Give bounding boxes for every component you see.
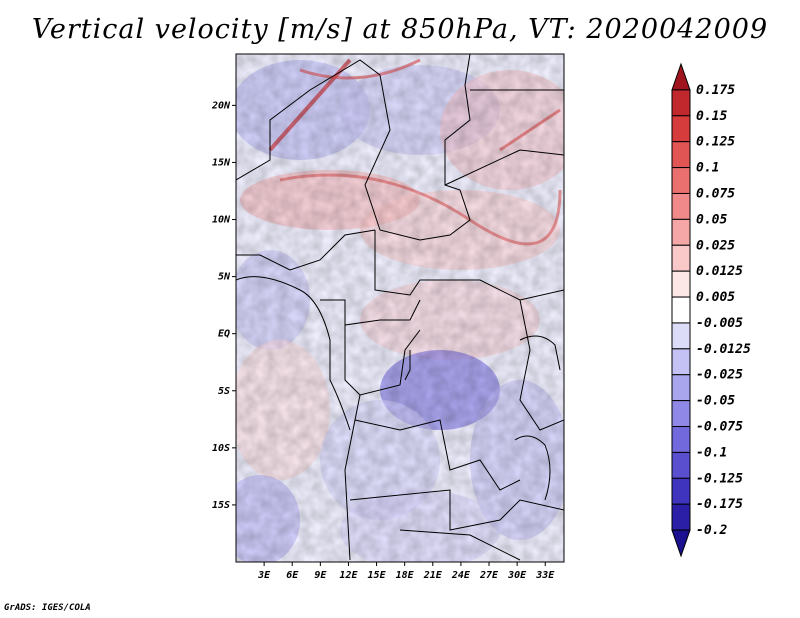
- colorbar-box: [671, 244, 691, 272]
- colorbar-label: -0.0125: [696, 342, 751, 357]
- lat-tick-label: 20N: [211, 100, 231, 111]
- colorbar-label: 0.075: [696, 186, 735, 201]
- colorbar-label: 0.1: [696, 161, 719, 176]
- map-frame: [235, 53, 565, 563]
- colorbar-box: [671, 426, 691, 453]
- colorbar-box: [671, 141, 691, 169]
- colorbar-box: [671, 477, 691, 505]
- lat-tick-label: 10S: [212, 443, 230, 454]
- country-borders: [236, 54, 564, 561]
- colorbar-label: -0.1: [696, 445, 727, 460]
- colorbar-label: 0.0125: [696, 264, 743, 279]
- colorbar-label: 0.025: [696, 238, 735, 253]
- colorbar-label: -0.005: [696, 316, 743, 331]
- colorbar: 0.175 0.15 0.125 0.1 0.075 0.05 0.025 0.0125 0.0…: [671, 62, 751, 558]
- lon-tick-label: 27E: [479, 570, 499, 581]
- colorbar-box: [671, 167, 691, 194]
- colorbar-box: [671, 270, 691, 298]
- colorbar-label: 0.005: [696, 290, 735, 305]
- colorbar-box: [671, 348, 691, 376]
- colorbar-label: -0.075: [696, 420, 743, 435]
- lat-tick-label: 15S: [212, 500, 230, 511]
- lon-tick-label: 30E: [507, 570, 527, 581]
- colorbar-box: [671, 192, 691, 220]
- lon-tick-label: 15E: [368, 570, 387, 581]
- colorbar-label: 0.15: [696, 109, 727, 124]
- lon-tick-label: 6E: [286, 570, 299, 581]
- longitude-axis: 3E 6E 9E 12E 15E 18E 21E 24E 27E 30E 33E: [257, 562, 555, 581]
- lat-tick-label: 5N: [218, 272, 231, 283]
- colorbar-box: [671, 218, 691, 246]
- colorbar-box: [671, 503, 691, 531]
- lon-tick-label: 12E: [339, 570, 358, 581]
- colorbar-label: -0.2: [696, 523, 727, 538]
- colorbar-max-triangle: [671, 62, 691, 91]
- lon-tick-label: 3E: [257, 570, 271, 581]
- colorbar-box: [671, 400, 691, 428]
- map-title: Vertical velocity [m/s] at 850hPa, VT: 2…: [31, 14, 769, 45]
- lon-tick-label: 18E: [396, 570, 415, 581]
- colorbar-box: [671, 89, 691, 117]
- colorbar-box: [671, 115, 691, 143]
- velocity-field: [236, 54, 564, 562]
- colorbar-label: -0.025: [696, 368, 743, 383]
- grads-credit: GrADS: IGES/COLA: [4, 603, 91, 613]
- colorbar-label: 0.05: [696, 212, 727, 227]
- colorbar-box: [671, 322, 691, 350]
- colorbar-label: -0.05: [696, 394, 735, 409]
- colorbar-box: [671, 374, 691, 402]
- colorbar-box: [671, 451, 691, 479]
- lat-tick-label: 15N: [212, 157, 231, 168]
- lat-tick-label: EQ: [218, 329, 230, 340]
- colorbar-min-triangle: [671, 529, 691, 558]
- colorbar-label: -0.125: [696, 471, 743, 486]
- latitude-axis: 20N 15N 10N 5N EQ 5S 10S 15S: [211, 100, 236, 511]
- lon-tick-label: 24E: [451, 570, 471, 581]
- colorbar-label: 0.175: [696, 83, 735, 98]
- lon-tick-label: 21E: [423, 570, 443, 581]
- lat-tick-label: 5S: [218, 386, 230, 397]
- colorbar-label: -0.175: [696, 497, 743, 512]
- lon-tick-label: 9E: [314, 570, 327, 581]
- colorbar-label: 0.125: [696, 135, 735, 150]
- colorbar-box: [671, 296, 691, 324]
- lon-tick-label: 33E: [535, 570, 555, 581]
- lat-tick-label: 10N: [212, 215, 231, 226]
